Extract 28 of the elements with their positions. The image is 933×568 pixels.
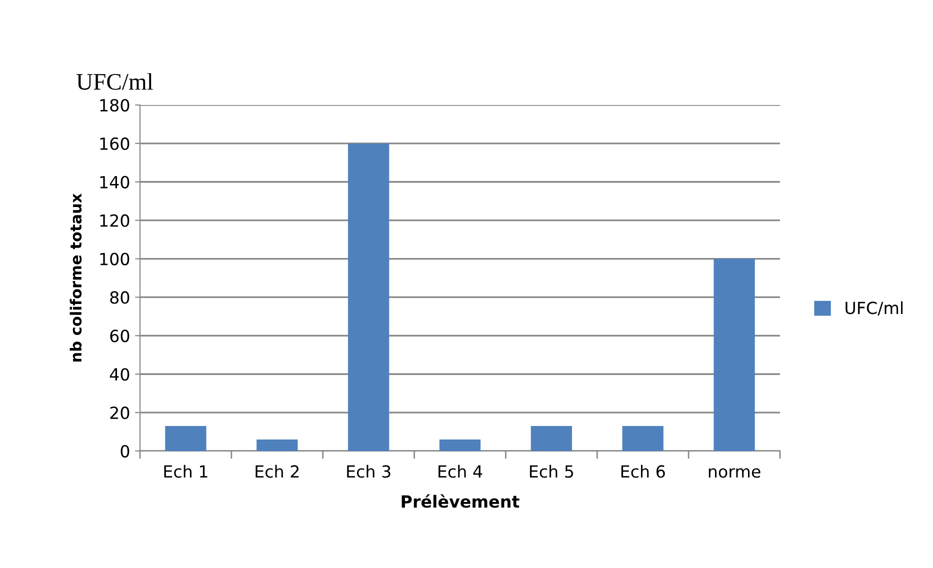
bar [165,426,206,451]
bar [714,258,755,451]
y-tick-label: 0 [120,444,130,458]
x-tick-label: Ech 4 [438,464,482,478]
y-tick-label: 160 [100,137,130,150]
y-tick-label: 180 [100,98,130,112]
y-tick-label: 100 [100,252,130,266]
y-tick-label: 60 [110,330,130,342]
bar [622,426,664,451]
x-tick-label: norme [708,468,760,478]
y-tick-label: 40 [110,368,130,381]
x-tick-label: Ech 5 [530,464,574,478]
x-axis-title: Prélèvement [402,494,520,508]
x-tick-label: Ech 1 [164,464,208,478]
bar [256,439,298,451]
x-tick-label: Ech 2 [256,464,299,478]
x-tick-label: Ech 6 [621,464,665,478]
y-tick-label: 120 [100,214,130,227]
x-tick-label: Ech 3 [347,464,390,478]
y-tick-label: 20 [110,406,130,420]
bar [348,143,390,451]
y-axis-title: nb coliforme totaux [70,193,82,362]
legend-label: UFC/ml [846,301,903,316]
bar [439,439,481,451]
bar [530,426,572,451]
text: UFC/ml [76,73,153,90]
y-tick-label: 80 [110,291,130,304]
y-tick-label: 140 [100,176,130,188]
